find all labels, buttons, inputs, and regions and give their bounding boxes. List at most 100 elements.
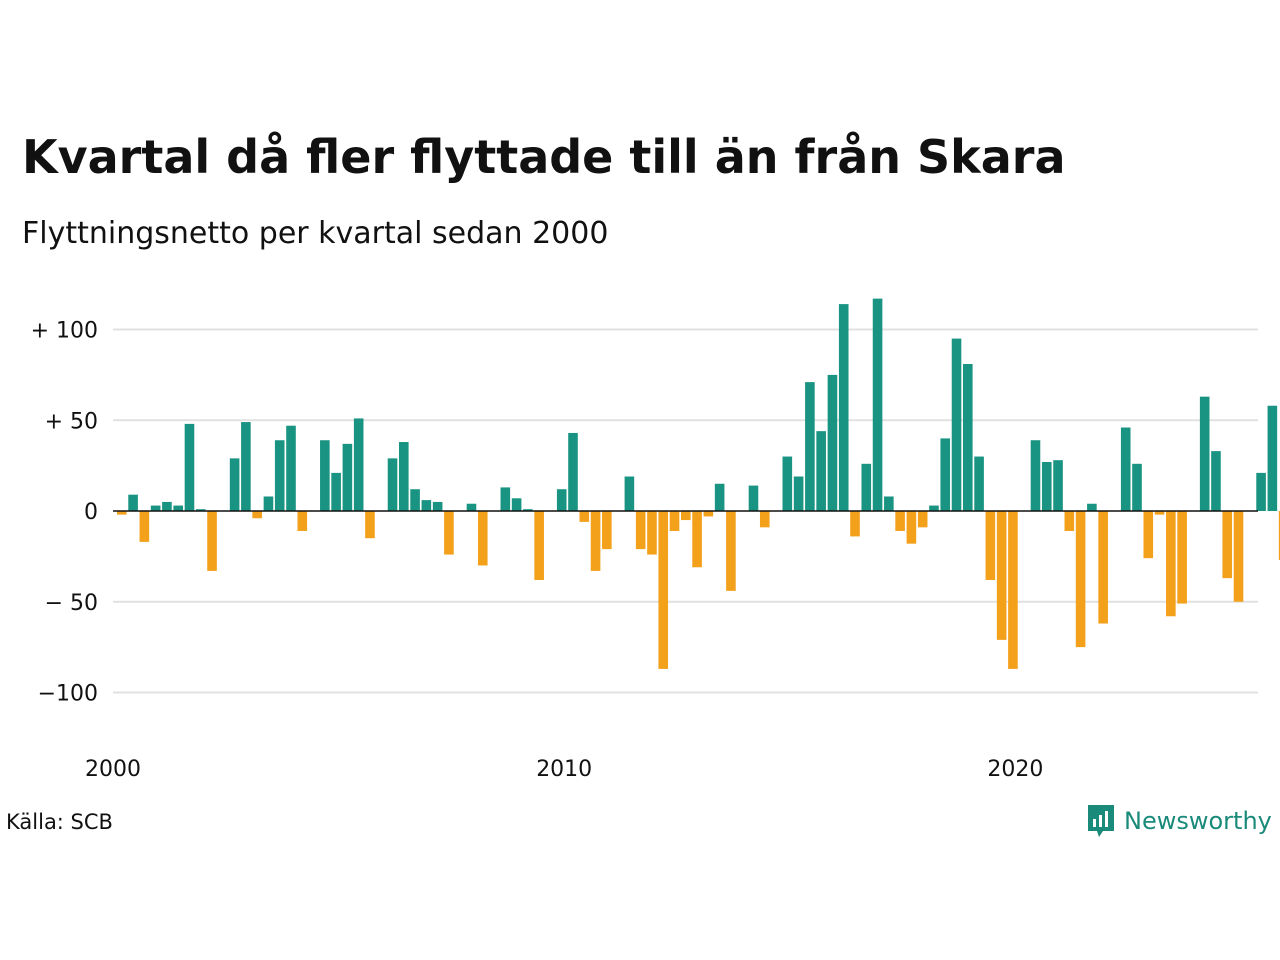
- bar: [410, 489, 420, 511]
- bar: [128, 494, 138, 512]
- y-tick-label: + 50: [45, 409, 98, 434]
- bar: [884, 496, 894, 511]
- bar: [963, 363, 973, 511]
- bar: [985, 511, 996, 580]
- bar: [850, 511, 860, 537]
- bar: [534, 511, 544, 580]
- bar: [184, 423, 195, 511]
- bar: [906, 511, 917, 544]
- bar: [748, 485, 759, 511]
- bars: [117, 298, 1280, 669]
- bar: [782, 456, 793, 511]
- x-axis-ticks: 2000 2010 2020: [85, 757, 1043, 782]
- bar: [1087, 503, 1097, 511]
- grid-lines: [113, 328, 1258, 694]
- y-tick-label: 0: [84, 500, 98, 525]
- y-tick-label: + 100: [31, 319, 98, 344]
- brand-logo[interactable]: Newsworthy: [1086, 803, 1272, 839]
- bar: [602, 511, 612, 550]
- bar: [500, 487, 511, 511]
- bar: [838, 304, 849, 511]
- bar: [805, 382, 815, 511]
- brand-name: Newsworthy: [1124, 807, 1272, 835]
- bar: [647, 511, 657, 555]
- bar: [974, 456, 984, 511]
- bar: [195, 509, 206, 511]
- bar: [1053, 460, 1063, 511]
- bar: [342, 443, 353, 512]
- bar: [523, 509, 533, 511]
- bar: [331, 472, 341, 511]
- bar-chart-speech-bubble-icon: [1088, 805, 1114, 837]
- bar: [635, 511, 646, 550]
- bar: [1267, 405, 1278, 511]
- bar: [432, 501, 443, 511]
- bar: [139, 511, 150, 542]
- x-tick-label: 2010: [536, 757, 592, 782]
- y-tick-label: − 50: [45, 591, 98, 616]
- bar: [1120, 427, 1131, 511]
- bar: [1132, 463, 1142, 511]
- bar: [714, 483, 725, 511]
- bar: [444, 511, 454, 555]
- bar: [511, 498, 522, 512]
- bar: [759, 511, 770, 528]
- bar: [940, 438, 951, 511]
- bar: [421, 500, 432, 511]
- bar: [477, 511, 488, 566]
- bar: [996, 511, 1007, 640]
- bar: [703, 511, 714, 517]
- bar: [1041, 462, 1052, 511]
- bar: [1008, 511, 1018, 669]
- bar: [1222, 511, 1233, 579]
- bar: [861, 463, 872, 511]
- bar: [353, 418, 364, 511]
- bar: [365, 511, 375, 539]
- y-axis-ticks: + 100 + 50 0 − 50 −100: [31, 319, 98, 707]
- chart-subtitle: Flyttningsnetto per kvartal sedan 2000: [22, 216, 609, 251]
- bar: [229, 458, 240, 511]
- bar: [173, 505, 183, 512]
- bar: [252, 511, 262, 519]
- bar: [320, 440, 330, 511]
- y-tick-label: −100: [38, 682, 98, 707]
- bar: [816, 431, 826, 511]
- bar: [207, 511, 217, 571]
- source-note: Källa: SCB: [6, 810, 113, 834]
- bar: [1256, 472, 1266, 511]
- bar: [466, 503, 477, 511]
- bar: [274, 440, 285, 511]
- bar: [895, 511, 905, 531]
- bar: [150, 505, 161, 512]
- bar: [669, 511, 680, 531]
- x-tick-label: 2020: [987, 757, 1043, 782]
- bar: [117, 511, 127, 515]
- bar: [658, 511, 669, 669]
- bar: [1030, 440, 1041, 511]
- bar: [590, 511, 601, 571]
- bar: [1064, 511, 1075, 531]
- bar: [1199, 396, 1210, 511]
- bar: [1177, 511, 1187, 604]
- bar: [726, 511, 736, 591]
- bar: [297, 511, 308, 531]
- bar: [162, 501, 172, 511]
- bar: [241, 422, 251, 511]
- bar: [1075, 511, 1086, 648]
- bar: [1098, 511, 1108, 624]
- bar: [1154, 511, 1165, 515]
- bar: [951, 338, 962, 511]
- bar: [1278, 511, 1280, 560]
- bar: [624, 476, 635, 511]
- bar: [1166, 511, 1176, 617]
- bar: [827, 374, 838, 512]
- bar: [1143, 511, 1154, 559]
- bar: [1233, 511, 1244, 602]
- bar: [929, 505, 939, 512]
- bar: [556, 489, 567, 511]
- bar: [263, 496, 274, 511]
- chart-title: Kvartal då fler flyttade till än från Sk…: [22, 130, 1066, 184]
- bar: [387, 458, 398, 511]
- x-tick-label: 2000: [85, 757, 141, 782]
- bar: [399, 442, 409, 511]
